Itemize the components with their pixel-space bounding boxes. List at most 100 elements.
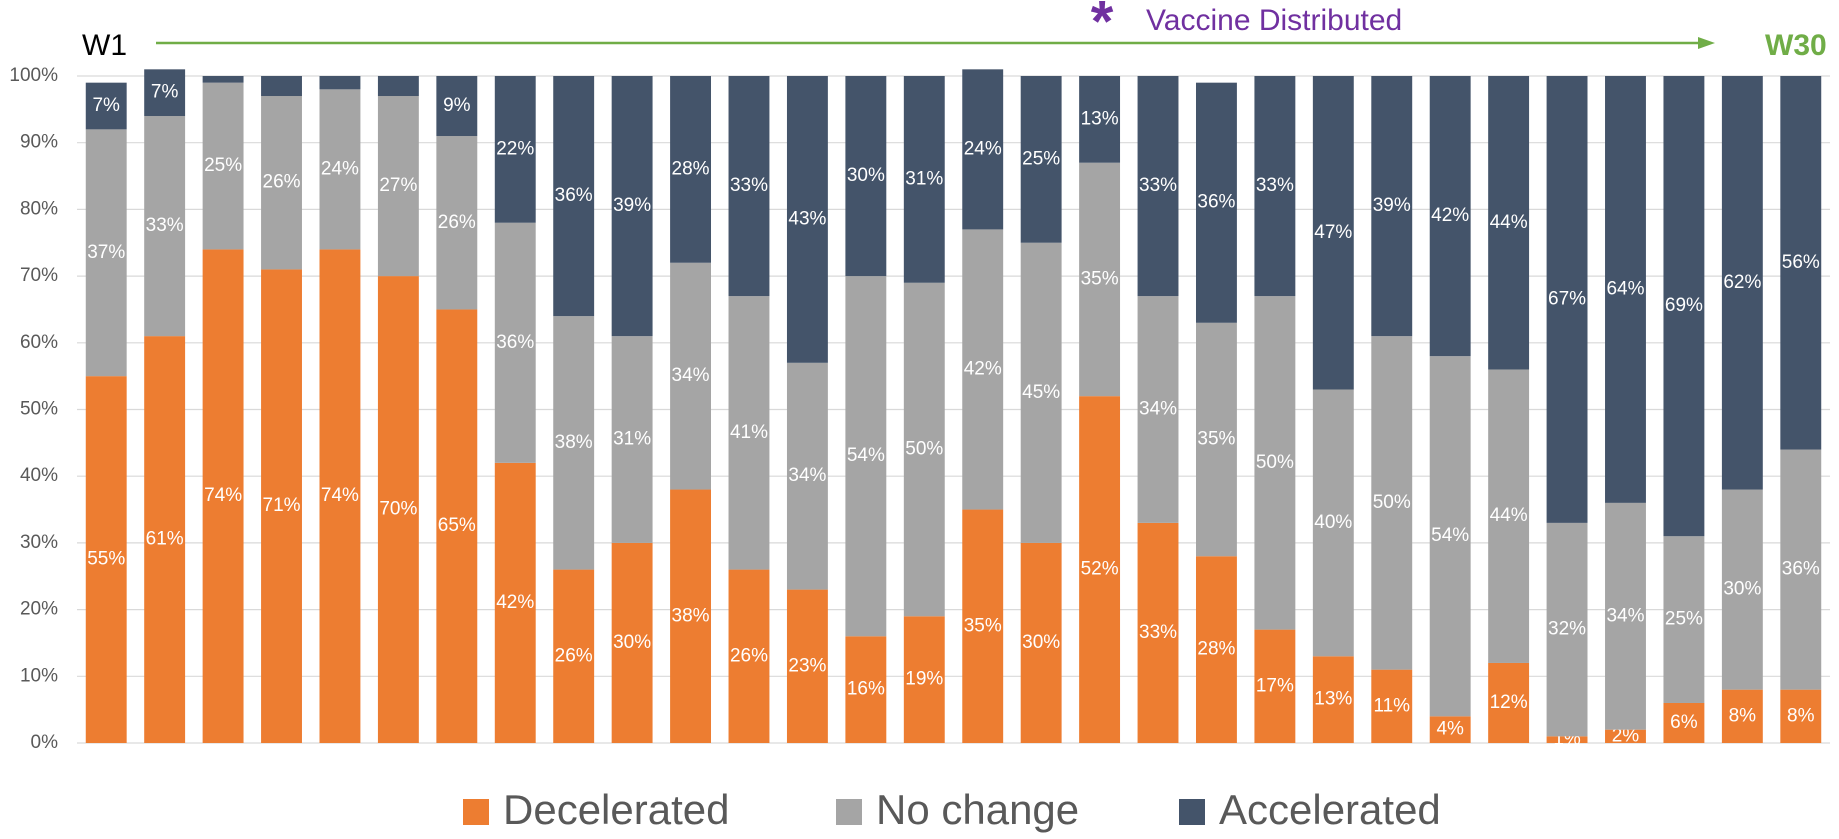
bar-segment [85,376,127,743]
bar-segment [553,76,595,317]
bar-segment [261,269,302,743]
bar-segment [1488,76,1530,370]
data-label: 55% [87,549,125,570]
data-label: 37% [87,242,125,263]
data-label: 35% [964,615,1002,636]
bar-segment [1137,522,1179,743]
bar-segment [261,76,302,97]
data-label: 32% [1548,619,1586,640]
legend-label: Decelerated [503,786,729,833]
data-label: 36% [1782,559,1820,580]
bar-segment [786,362,828,590]
bar-segment [1312,76,1354,390]
data-label: 13% [1314,689,1352,710]
bar-segment [1546,522,1588,737]
data-label: 50% [905,439,943,460]
bar-segment [611,542,653,743]
data-label: 39% [1373,195,1411,216]
data-label: 50% [1256,452,1294,473]
y-tick-label: 30% [20,532,58,553]
bar-segment [1721,689,1763,743]
bar-segment [377,76,419,97]
bar-segment [319,76,361,90]
bar-segment [670,489,712,743]
bar-segment [903,282,945,617]
data-label: 35% [1081,268,1119,289]
y-tick-label: 0% [31,732,59,753]
bar-segment [611,76,653,337]
bar-segment [1663,536,1705,703]
bar-segment [786,589,828,743]
data-label: 33% [1139,175,1177,196]
bar-segment [1429,356,1471,717]
data-label: 23% [788,655,826,676]
data-label: 26% [263,172,301,193]
data-label: 33% [1256,175,1294,196]
data-label: 24% [321,158,359,179]
data-label: 38% [672,605,710,626]
bar-segment [1020,76,1062,243]
data-label: 56% [1782,252,1820,273]
data-label: 42% [1431,205,1469,226]
data-label: 61% [146,529,184,550]
data-label: 38% [555,432,593,453]
data-label: 70% [379,499,417,520]
data-label: 34% [1606,605,1644,626]
data-label: 11% [1373,695,1410,716]
bar-segment [1663,76,1705,537]
data-label: 54% [847,445,885,466]
y-tick-label: 20% [20,599,58,620]
data-label: 2% [1612,725,1640,746]
data-label: 27% [379,175,417,196]
bar-segment [202,82,244,250]
data-label: 24% [964,138,1002,159]
bar-segment [611,336,653,543]
bar-segment [1546,736,1588,743]
data-label: 13% [1081,108,1119,129]
data-label: 30% [1022,632,1060,653]
bar-segment [1079,396,1121,743]
bar-segment [1195,556,1237,743]
data-label: 74% [321,485,359,506]
data-label: 8% [1729,705,1757,726]
y-tick-label: 80% [20,198,58,219]
data-label: 52% [1081,559,1119,580]
data-label: 33% [146,215,184,236]
start-label: W1 [82,29,127,62]
bar-segment [436,136,478,310]
bar-segment [1137,76,1179,297]
y-tick-label: 10% [20,665,58,686]
event-marker: * [1091,0,1114,54]
bar-segment [1079,162,1121,397]
bar-segment [1137,296,1179,523]
bar-segment [85,82,127,130]
bar-segment [377,276,419,743]
bar-segment [144,69,186,117]
data-label: 25% [1665,609,1703,630]
data-label: 16% [847,679,885,700]
bar-segment [728,569,770,743]
bar-segment [1254,629,1296,743]
data-label: 26% [730,645,768,666]
data-label: 43% [788,208,826,229]
bar-segment [319,89,361,250]
bar-segment [1780,76,1822,450]
bar-segment [962,229,1004,510]
legend-swatch [463,799,489,825]
data-label: 42% [964,358,1002,379]
bar-segment [1488,662,1530,743]
bar-segment [1780,689,1822,743]
bar-segment [1254,76,1296,297]
data-label: 8% [1787,705,1815,726]
bar-segment [144,116,186,337]
data-label: 40% [1314,512,1352,533]
data-label: 45% [1022,382,1060,403]
legend-swatch [1179,799,1205,825]
bar-segment [1429,716,1471,743]
bar-segment [202,76,244,83]
bar-segment [728,296,770,570]
bar-segment [1020,542,1062,743]
bar-segment [1721,489,1763,690]
bar-segment [1721,76,1763,490]
